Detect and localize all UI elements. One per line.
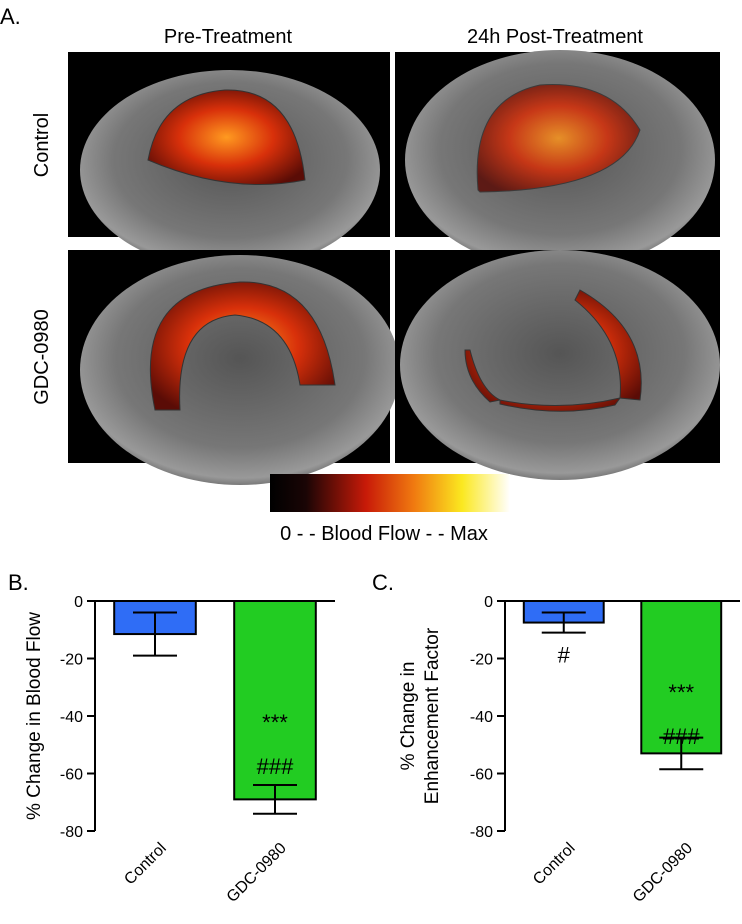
error-bar bbox=[253, 784, 297, 815]
error-bar bbox=[133, 611, 177, 657]
significance-marker: ### bbox=[257, 754, 294, 779]
colorbar bbox=[270, 474, 510, 512]
x-tick-label: Control bbox=[121, 840, 169, 888]
error-bar bbox=[541, 611, 586, 634]
column-title: 24h Post-Treatment bbox=[467, 26, 643, 48]
y-tick-label: -80 bbox=[60, 824, 83, 841]
row-title: Control bbox=[31, 113, 53, 177]
colorbar-label: 0 - - Blood Flow - - Max bbox=[280, 523, 488, 545]
y-tick-label: 0 bbox=[74, 594, 83, 611]
significance-marker: *** bbox=[668, 680, 694, 705]
y-axis-label-line: Enhancement Factor bbox=[422, 627, 443, 804]
panel-label: C. bbox=[372, 570, 394, 595]
y-tick-label: -60 bbox=[60, 767, 83, 784]
significance-marker: *** bbox=[262, 710, 288, 735]
y-axis-label: % Change in Blood Flow bbox=[24, 612, 45, 820]
panel-label: B. bbox=[8, 570, 29, 595]
x-tick-label: GDC-0980 bbox=[630, 840, 696, 906]
row-title: GDC-0980 bbox=[31, 309, 53, 405]
panel-label: A. bbox=[0, 4, 21, 29]
y-tick-label: -20 bbox=[60, 652, 83, 669]
y-axis-label: % Change in Enhancement Factor bbox=[398, 627, 443, 804]
x-tick-label: GDC-0980 bbox=[224, 840, 290, 906]
column-title: Pre-Treatment bbox=[164, 26, 293, 48]
y-tick-label: -20 bbox=[470, 652, 493, 669]
y-axis-label-line: % Change in bbox=[398, 662, 419, 771]
error-bar bbox=[659, 736, 704, 771]
y-tick-label: -40 bbox=[60, 709, 83, 726]
y-tick-label: -80 bbox=[470, 824, 493, 841]
ultrasound-images bbox=[68, 50, 720, 485]
y-tick-label: -60 bbox=[470, 767, 493, 784]
significance-marker: ### bbox=[663, 724, 700, 749]
bar bbox=[640, 600, 723, 755]
x-tick-label: Control bbox=[530, 840, 578, 888]
significance-marker: # bbox=[558, 643, 571, 668]
y-tick-label: -40 bbox=[470, 709, 493, 726]
y-tick-label: 0 bbox=[484, 594, 493, 611]
